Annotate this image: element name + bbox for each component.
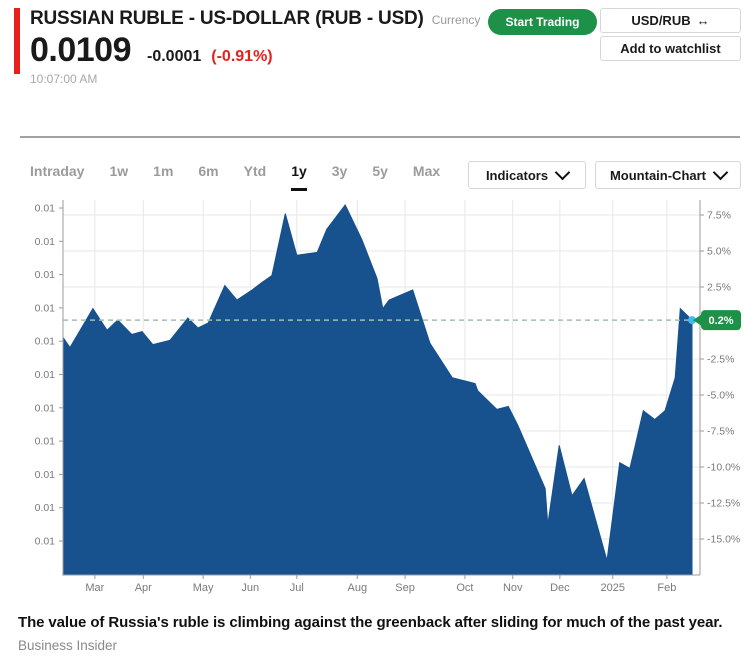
chart-type-label: Mountain-Chart <box>609 167 707 183</box>
tab-6m[interactable]: 6m <box>198 163 219 179</box>
tab-5y[interactable]: 5y <box>372 163 388 179</box>
tab-1m[interactable]: 1m <box>153 163 174 179</box>
tab-1w[interactable]: 1w <box>109 163 129 179</box>
quote-timestamp: 10:07:00 AM <box>30 72 98 86</box>
tab-intraday[interactable]: Intraday <box>30 163 85 179</box>
y-axis-right: 7.5% 5.0% 2.5% -2.5% -5.0% -7.5% -10.0% -12.5% -… <box>700 210 740 546</box>
svg-text:-10.0%: -10.0% <box>707 462 740 474</box>
svg-text:0.01: 0.01 <box>35 369 56 381</box>
price-change-percent: (-0.91%) <box>211 48 273 65</box>
svg-text:May: May <box>193 582 214 594</box>
price-chart[interactable]: 0.01 0.01 0.01 0.01 0.01 0.01 0.01 0.01 0.01 0.01… <box>0 197 747 602</box>
svg-text:2.5%: 2.5% <box>707 282 731 294</box>
svg-text:7.5%: 7.5% <box>707 210 731 222</box>
time-range-tabs: Intraday 1w 1m 6m Ytd 1y 3y 5y Max <box>30 163 440 191</box>
svg-text:0.01: 0.01 <box>35 502 56 514</box>
accent-bar <box>14 8 20 74</box>
x-axis: Mar Apr May Jun Jul Aug Sep Oct Nov Dec 2025 Feb <box>85 575 676 594</box>
instrument-type-label: Currency <box>431 13 481 27</box>
tab-1y[interactable]: 1y <box>291 163 307 191</box>
chart-type-dropdown[interactable]: Mountain-Chart <box>595 161 741 189</box>
chart-caption: The value of Russia's ruble is climbing … <box>18 614 723 631</box>
svg-text:0.01: 0.01 <box>35 336 56 348</box>
y-axis-left: 0.01 0.01 0.01 0.01 0.01 0.01 0.01 0.01 0.01 0.01… <box>35 203 63 548</box>
svg-text:-5.0%: -5.0% <box>707 390 734 402</box>
svg-text:Aug: Aug <box>348 582 368 594</box>
svg-text:0.01: 0.01 <box>35 236 56 248</box>
svg-text:Dec: Dec <box>550 582 570 594</box>
chevron-down-icon <box>712 164 729 181</box>
svg-text:Nov: Nov <box>503 582 523 594</box>
chart-area[interactable]: 0.01 0.01 0.01 0.01 0.01 0.01 0.01 0.01 0.01 0.01… <box>0 197 747 602</box>
svg-text:-12.5%: -12.5% <box>707 498 740 510</box>
header-divider <box>20 136 740 138</box>
area-series <box>62 203 693 576</box>
svg-text:0.01: 0.01 <box>35 203 56 215</box>
svg-text:0.01: 0.01 <box>35 269 56 281</box>
current-value-dot <box>688 316 697 325</box>
svg-text:-2.5%: -2.5% <box>707 354 734 366</box>
swap-arrows-icon: ↔ <box>696 13 710 28</box>
svg-text:Sep: Sep <box>395 582 415 594</box>
svg-text:Apr: Apr <box>135 582 152 594</box>
svg-text:0.01: 0.01 <box>35 436 56 448</box>
pair-label: USD/RUB <box>631 13 691 28</box>
indicators-label: Indicators <box>485 167 549 183</box>
svg-text:Feb: Feb <box>657 582 676 594</box>
svg-text:-7.5%: -7.5% <box>707 426 734 438</box>
add-to-watchlist-button[interactable]: Add to watchlist <box>600 36 741 61</box>
tab-3y[interactable]: 3y <box>331 163 348 179</box>
start-trading-button[interactable]: Start Trading <box>488 9 597 35</box>
tab-ytd[interactable]: Ytd <box>243 163 267 179</box>
instrument-title: RUSSIAN RUBLE - US-DOLLAR (RUB - USD) <box>30 8 424 29</box>
indicators-dropdown[interactable]: Indicators <box>468 161 586 189</box>
svg-text:0.01: 0.01 <box>35 536 56 548</box>
svg-text:0.2%: 0.2% <box>708 315 733 327</box>
svg-text:-15.0%: -15.0% <box>707 534 740 546</box>
svg-text:Mar: Mar <box>85 582 104 594</box>
svg-text:Jul: Jul <box>290 582 304 594</box>
caption-source: Business Insider <box>18 638 118 653</box>
svg-text:0.01: 0.01 <box>35 402 56 414</box>
svg-text:Oct: Oct <box>456 582 473 594</box>
chevron-down-icon <box>554 164 571 181</box>
currency-pair-toggle-button[interactable]: USD/RUB ↔ <box>600 8 741 33</box>
axes <box>62 200 701 576</box>
svg-text:Jun: Jun <box>241 582 259 594</box>
price-row: 0.0109 -0.0001 (-0.91%) <box>30 31 273 70</box>
quote-header: RUSSIAN RUBLE - US-DOLLAR (RUB - USD) Cu… <box>30 8 480 30</box>
current-value-badge: 0.2% <box>693 310 741 331</box>
tab-max[interactable]: Max <box>412 163 441 179</box>
svg-text:2025: 2025 <box>600 582 624 594</box>
last-price: 0.0109 <box>30 31 132 69</box>
svg-text:5.0%: 5.0% <box>707 246 731 258</box>
price-change: -0.0001 <box>147 48 202 65</box>
svg-text:0.01: 0.01 <box>35 302 56 314</box>
svg-text:0.01: 0.01 <box>35 469 56 481</box>
